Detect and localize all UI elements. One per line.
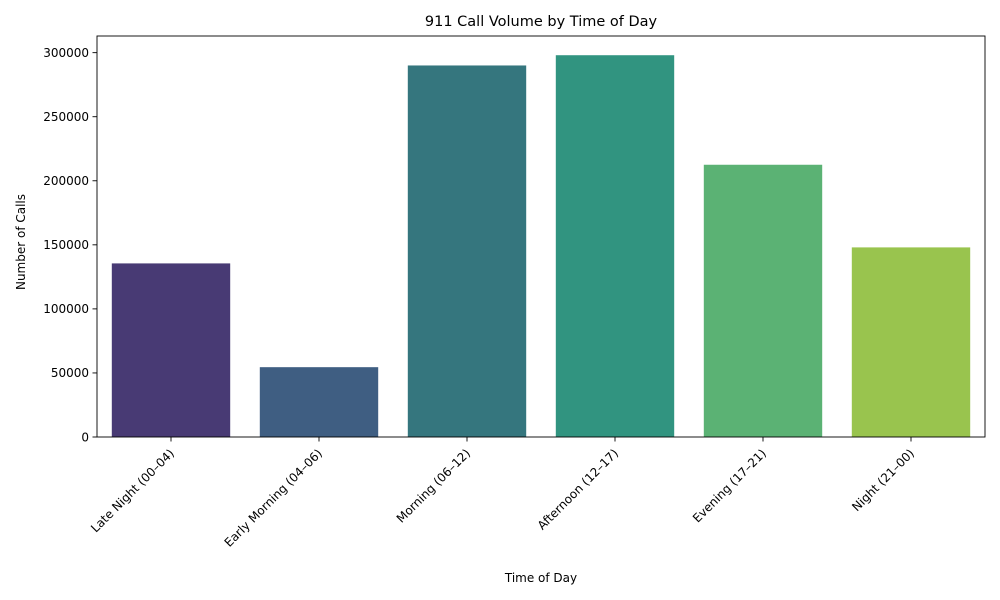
y-tick-label-0: 0	[81, 430, 89, 444]
x-tick-label-1: Early Morning (04–06)	[222, 446, 326, 550]
bar-2	[407, 65, 527, 437]
x-tick-label-2: Morning (06–12)	[394, 446, 473, 525]
x-axis-label: Time of Day	[504, 571, 577, 585]
bar-0	[111, 263, 231, 437]
bar-1	[259, 367, 379, 437]
bar-3	[555, 55, 675, 437]
y-tick-label-4: 200000	[43, 174, 89, 188]
bar-4	[703, 164, 823, 437]
y-axis-label: Number of Calls	[14, 194, 28, 290]
plot-area: 0 50000 100000 150000 200000 250000 300000 Late…	[43, 35, 986, 550]
bar-5	[851, 247, 971, 437]
x-tick-label-4: Evening (17–21)	[690, 446, 769, 525]
x-tick-label-5: Night (21–00)	[849, 446, 917, 514]
y-tick-label-6: 300000	[43, 46, 89, 60]
plot-frame	[96, 35, 986, 438]
chart-title: 911 Call Volume by Time of Day	[425, 14, 658, 30]
x-tick-label-3: Afternoon (12–17)	[535, 446, 621, 532]
y-tick-label-3: 150000	[43, 238, 89, 252]
y-tick-label-1: 50000	[51, 366, 89, 380]
y-tick-label-5: 250000	[43, 110, 89, 124]
x-tick-label-0: Late Night (00–04)	[88, 446, 177, 535]
y-tick-label-2: 100000	[43, 302, 89, 316]
